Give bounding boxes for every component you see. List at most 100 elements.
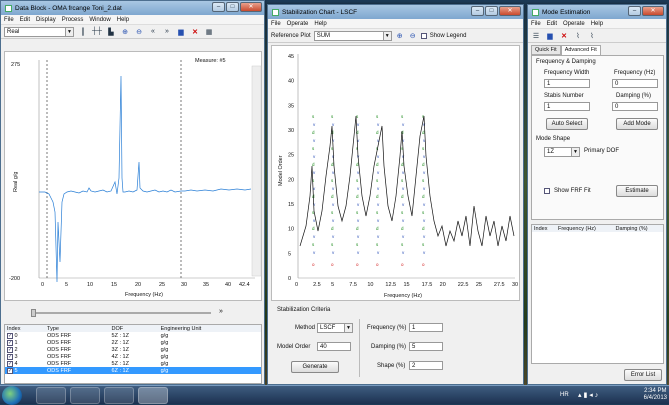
cursor-icon[interactable]: ┃ xyxy=(80,28,86,36)
col-dof[interactable]: DOF xyxy=(111,325,124,332)
menu-operate[interactable]: Operate xyxy=(286,20,309,27)
freq-width-field[interactable]: 1 xyxy=(544,79,590,88)
stabis-field[interactable]: 1 xyxy=(544,102,590,111)
taskbar-browser-icon[interactable] xyxy=(104,387,134,404)
close-button[interactable]: ✕ xyxy=(499,6,521,16)
maximize-button[interactable]: □ xyxy=(226,2,239,12)
show-legend-checkbox[interactable] xyxy=(420,32,427,39)
start-button[interactable] xyxy=(2,386,22,405)
col-index[interactable]: Index xyxy=(534,225,548,232)
col-index[interactable]: Index xyxy=(7,325,21,332)
dof-select[interactable]: 1Z ▼ xyxy=(544,147,580,157)
delete-icon[interactable]: ✕ xyxy=(561,32,567,40)
damping-field[interactable]: 5 xyxy=(409,342,443,351)
menu-display[interactable]: Display xyxy=(36,16,56,23)
compare-icon[interactable]: ⌇ xyxy=(590,32,594,40)
zoom-in-icon[interactable]: ⊕ xyxy=(396,32,403,40)
fit-icon[interactable]: ⌇ xyxy=(576,32,580,40)
row-checkbox[interactable]: ✓ xyxy=(7,353,13,360)
zoom-out-icon[interactable]: ⊖ xyxy=(409,32,416,40)
reference-plot-select[interactable]: SUM ▼ xyxy=(313,30,392,41)
zoom-in-icon[interactable]: ⊕ xyxy=(122,28,128,36)
row-checkbox[interactable]: ✓ xyxy=(7,339,13,346)
frequency-field[interactable]: 1 xyxy=(409,323,443,332)
model-order-field[interactable]: 40 xyxy=(317,342,351,351)
menu-operate[interactable]: Operate xyxy=(563,20,585,27)
table-row[interactable]: ✓ 4 ODS FRF 5Z : 1Z g/g xyxy=(5,360,261,367)
save-icon[interactable]: ▆ xyxy=(178,28,184,36)
close-button[interactable]: ✕ xyxy=(240,2,262,12)
taskbar-oma-app-icon[interactable] xyxy=(138,387,168,404)
minimize-button[interactable]: – xyxy=(628,6,641,16)
row-checkbox[interactable]: ✓ xyxy=(7,360,13,367)
minimize-button[interactable]: – xyxy=(212,2,225,12)
stabilization-titlebar[interactable]: Stabilization Chart - LSCF – □ ✕ xyxy=(268,5,523,19)
stability-marker: v xyxy=(423,250,426,255)
menu-file[interactable]: File xyxy=(4,16,14,23)
menu-process[interactable]: Process xyxy=(61,16,84,23)
frequency-field[interactable]: 0 xyxy=(612,79,658,88)
table-row[interactable]: ✓ 3 ODS FRF 4Z : 1Z g/g xyxy=(5,353,261,360)
col-type[interactable]: Type xyxy=(47,325,59,332)
reference-plot-value: SUM xyxy=(316,32,331,39)
save-icon[interactable]: ▆ xyxy=(547,32,553,40)
menu-edit[interactable]: Edit xyxy=(19,16,31,23)
tray-clock[interactable]: 2:34 PM 6/4/2013 xyxy=(644,388,667,402)
estimate-button[interactable]: Estimate xyxy=(616,185,658,197)
slider-thumb[interactable] xyxy=(31,309,36,317)
method-select[interactable]: LSCF ▼ xyxy=(317,323,353,333)
col-unit[interactable]: Engineering Unit xyxy=(160,325,202,332)
mode-estimation-titlebar[interactable]: Mode Estimation – ✕ xyxy=(528,5,666,19)
menu-help[interactable]: Help xyxy=(314,20,327,27)
menu-help[interactable]: Help xyxy=(590,20,604,27)
damping-field[interactable]: 0 xyxy=(612,102,658,111)
stabilization-plot[interactable]: Model Order Frequency (Hz) 0 5 10 15 20 25 30 3… xyxy=(271,45,520,301)
data-block-titlebar[interactable]: Data Block - OMA frcange Toni_2.dat – □ ✕ xyxy=(1,1,264,15)
zoom-out-icon[interactable]: ⊖ xyxy=(136,28,142,36)
table-row[interactable]: ✓ 1 ODS FRF 2Z : 1Z g/g xyxy=(5,339,261,346)
generate-button[interactable]: Generate xyxy=(291,361,339,373)
row-checkbox[interactable]: ✓ xyxy=(7,367,13,374)
table-row-selected[interactable]: ✓ 5 ODS FRF 6Z : 1Z g/g xyxy=(5,367,261,374)
previous-icon[interactable]: « xyxy=(151,28,155,35)
tab-advanced-fit[interactable]: Advanced Fit xyxy=(560,45,601,55)
tray-language[interactable]: HR xyxy=(560,392,569,398)
menu-file[interactable]: File xyxy=(531,20,541,27)
horizontal-slider[interactable]: » xyxy=(31,308,231,317)
tray-icons[interactable]: ▴ ▮ ◂ ♪ xyxy=(578,392,599,399)
plot-scrollbar[interactable] xyxy=(251,65,262,277)
show-frf-fit-checkbox[interactable] xyxy=(544,188,550,194)
menu-help[interactable]: Help xyxy=(116,16,130,23)
frf-plot[interactable]: 275 -200 Real g/g Measure: #5 0 5 10 15 … xyxy=(4,51,262,301)
table-row[interactable]: ✓ 0 ODS FRF 5Z : 1Z g/g xyxy=(5,332,261,339)
frf-plot-svg: 275 -200 Real g/g Measure: #5 0 5 10 15 … xyxy=(9,58,262,298)
add-mode-button[interactable]: Add Mode xyxy=(616,118,658,130)
row-checkbox[interactable]: ✓ xyxy=(7,346,13,353)
row-checkbox[interactable]: ✓ xyxy=(7,332,13,339)
taskbar-explorer-icon[interactable] xyxy=(36,387,66,404)
col-damping[interactable]: Damping (%) xyxy=(615,225,648,232)
peak-icon[interactable]: ▙ xyxy=(108,28,114,36)
dual-cursor-icon[interactable]: ┼┼ xyxy=(92,28,102,35)
view-select[interactable]: Real ▼ xyxy=(4,26,74,37)
taskbar-media-icon[interactable] xyxy=(70,387,100,404)
error-list-button[interactable]: Error List xyxy=(624,369,662,381)
shape-field[interactable]: 2 xyxy=(409,361,443,370)
maximize-button[interactable]: □ xyxy=(485,6,498,16)
close-button[interactable]: ✕ xyxy=(642,6,664,16)
table-row[interactable]: ✓ 2 ODS FRF 3Z : 1Z g/g xyxy=(5,346,261,353)
minimize-button[interactable]: – xyxy=(471,6,484,16)
slider-forward-icon[interactable]: » xyxy=(219,308,223,315)
col-frequency[interactable]: Frequency (Hz) xyxy=(557,225,596,232)
menu-edit[interactable]: Edit xyxy=(546,20,558,27)
stability-marker: v xyxy=(377,218,380,223)
list-icon[interactable]: ☰ xyxy=(532,32,540,40)
next-icon[interactable]: » xyxy=(165,28,169,35)
menu-file[interactable]: File xyxy=(271,20,281,27)
menu-window[interactable]: Window xyxy=(89,16,111,23)
chart-icon[interactable]: ▦ xyxy=(205,28,213,36)
auto-select-button[interactable]: Auto Select xyxy=(546,118,588,130)
row-type: ODS FRF xyxy=(47,360,72,367)
delete-icon[interactable]: ✕ xyxy=(192,28,198,36)
tab-quick-fit[interactable]: Quick Fit xyxy=(531,45,561,55)
